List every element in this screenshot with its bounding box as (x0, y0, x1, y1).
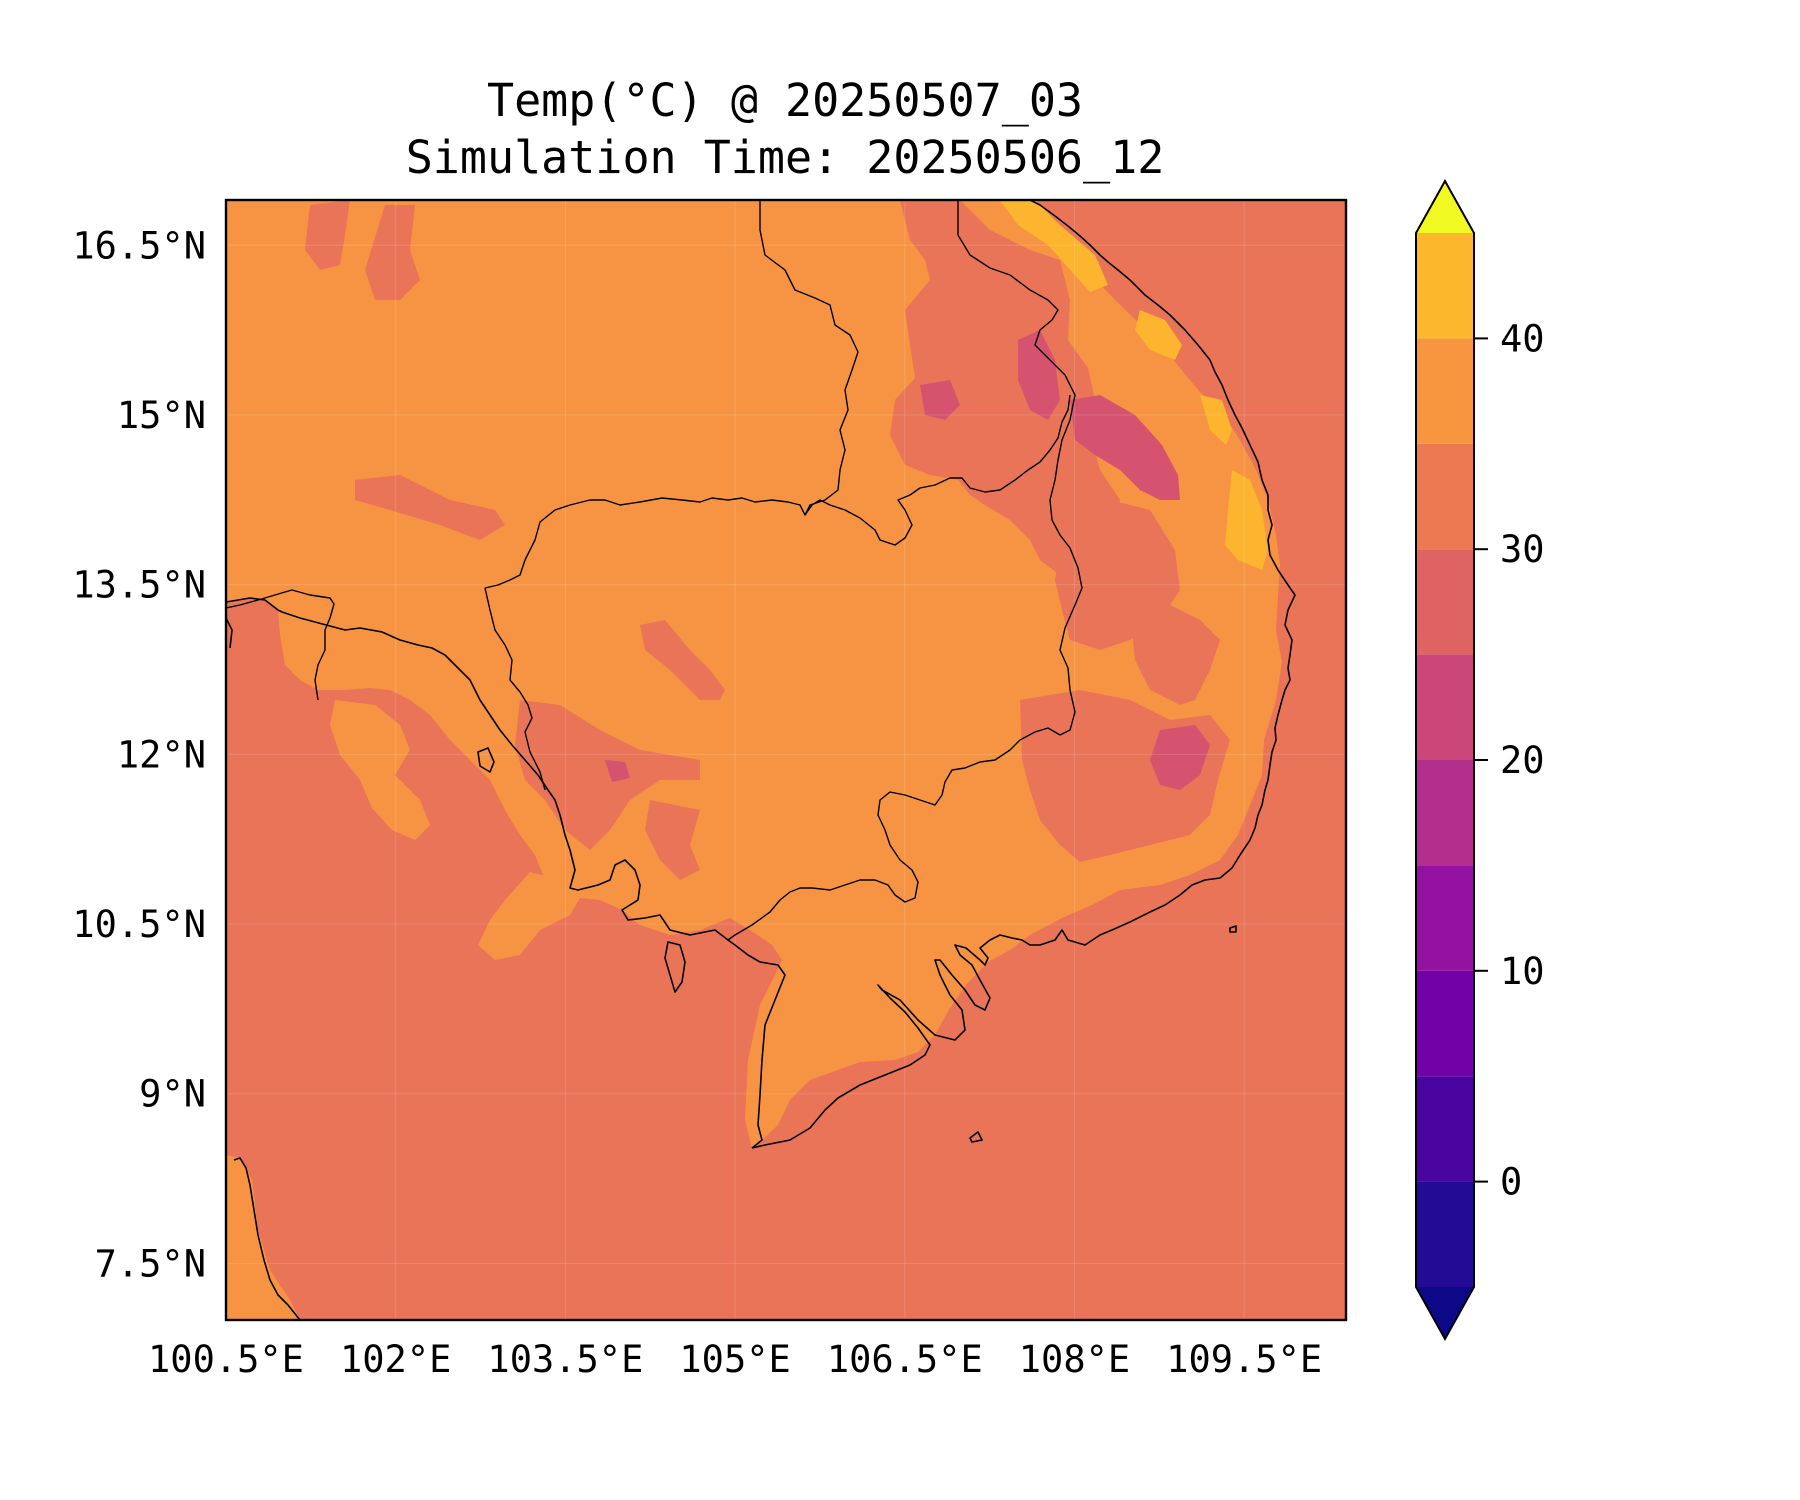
colorbar-band-6 (1416, 549, 1474, 655)
lat-tick-label-6: 7.5°N (95, 1242, 206, 1285)
latitude-tick-labels: 16.5°N 15°N 13.5°N 12°N 10.5°N 9°N 7.5°N (72, 224, 206, 1285)
lat-tick-label-4: 10.5°N (72, 903, 206, 946)
gulf-warm-patch-1 (330, 700, 430, 840)
coastline-mekong-delta (751, 200, 1296, 1149)
inland-cool-patch-3 (355, 475, 505, 540)
highland-cold-patch-3 (920, 380, 960, 420)
colorbar-band-2 (1416, 970, 1474, 1077)
western-fringe-sea-patch (226, 598, 280, 700)
map-gridlines (226, 200, 1346, 1320)
colorbar-band-5 (1416, 654, 1474, 760)
inland-cool-patch-2 (365, 205, 420, 300)
lat-tick-label-0: 16.5°N (72, 224, 206, 267)
colorbar-band-1 (1416, 1076, 1474, 1182)
inland-cool-patch-6 (645, 800, 700, 880)
colorbar-tick-label-2: 20 (1500, 739, 1545, 782)
map-title-line-1: Temp(°C) @ 20250507_03 (487, 74, 1083, 127)
peninsula-land-fill (226, 1155, 300, 1320)
coastline-western-edge (226, 617, 233, 649)
coastal-hot-patch-4 (1225, 470, 1268, 570)
highland-cold-patch-5 (605, 760, 630, 782)
coastal-hot-patch-2 (1135, 310, 1182, 360)
border-laos-cambodia (804, 394, 1071, 546)
colorbar-tick-label-4: 40 (1500, 317, 1545, 360)
colorbar-tick-label-3: 30 (1500, 528, 1545, 571)
colorbar-band-3 (1416, 865, 1474, 971)
coastline-gulf-of-thailand (226, 597, 786, 1149)
lon-tick-label-2: 103.5°E (487, 1338, 643, 1381)
island-phu-quy (1229, 925, 1237, 933)
colorbar-tick-label-0: 0 (1500, 1161, 1522, 1204)
highland-cold-patch-1 (1018, 330, 1060, 420)
highland-cold-patch-4 (1150, 725, 1210, 790)
coastal-hot-patch-1 (1000, 200, 1108, 292)
island-phu-quoc (664, 941, 686, 993)
inland-cool-patch-5 (515, 700, 700, 850)
lat-tick-label-3: 12°N (117, 733, 206, 776)
lon-tick-label-3: 105°E (679, 1338, 790, 1381)
border-cambodia-vietnam (727, 727, 1061, 941)
map-title-line-2: Simulation Time: 20250506_12 (406, 131, 1165, 184)
colorbar-outline (1415, 178, 1475, 1342)
gulf-warm-patch-2 (478, 872, 580, 960)
colorbar-band-7 (1416, 443, 1474, 550)
inland-cool-patch-1 (305, 200, 350, 270)
colorbar-extend-under (1416, 1287, 1474, 1339)
lon-tick-label-4: 106.5°E (827, 1338, 983, 1381)
coastal-hot-patch-3 (1200, 395, 1232, 445)
map-area (226, 200, 1346, 1320)
map-frame (224, 198, 1348, 1322)
colorbar-extend-over (1416, 181, 1474, 233)
inland-cool-patch-7 (890, 200, 1120, 575)
colorbar-band-4 (1416, 760, 1474, 866)
lon-tick-label-5: 108°E (1019, 1338, 1130, 1381)
inland-cool-patch-4 (640, 620, 725, 700)
lat-tick-label-1: 15°N (117, 394, 206, 437)
island-koh-kong (477, 747, 495, 773)
coastline-malay-peninsula (233, 1157, 301, 1320)
island-con-dao (969, 1131, 983, 1143)
inland-cool-patch-10 (1130, 605, 1220, 705)
highland-cold-patch-2 (1070, 395, 1180, 500)
lon-tick-label-1: 102°E (340, 1338, 451, 1381)
border-thailand-laos (484, 200, 859, 589)
lat-tick-label-2: 13.5°N (72, 564, 206, 607)
longitude-tick-labels: 100.5°E 102°E 103.5°E 105°E 106.5°E 108°E 109.… (148, 1338, 1322, 1381)
border-thailand-cambodia (484, 587, 546, 791)
colorbar-band-0 (1416, 1181, 1474, 1287)
border-laos-vietnam (957, 200, 1083, 736)
lon-tick-label-0: 100.5°E (148, 1338, 304, 1381)
colorbar-band-9 (1416, 233, 1474, 339)
colorbar-band-8 (1416, 338, 1474, 444)
colorbar: 0 10 20 30 40 (1415, 178, 1545, 1342)
border-thailand-myanmar (226, 589, 335, 701)
lon-tick-label-6: 109.5°E (1166, 1338, 1322, 1381)
colorbar-tick-label-1: 10 (1500, 950, 1545, 993)
lat-tick-label-5: 9°N (139, 1073, 206, 1116)
